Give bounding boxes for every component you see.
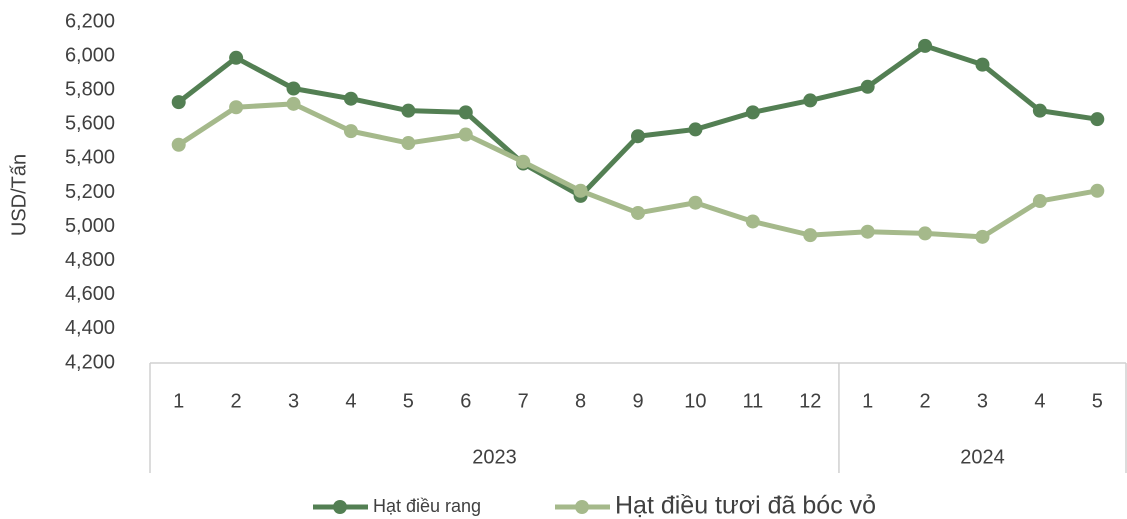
data-point: [1090, 112, 1105, 127]
legend-marker: [333, 500, 347, 514]
data-point: [401, 103, 416, 118]
x-tick-label: 2: [919, 390, 930, 412]
x-tick-label: 4: [1034, 390, 1045, 412]
x-tick-label: 1: [862, 390, 873, 412]
data-point: [573, 183, 588, 198]
legend-label: Hạt điều rang: [373, 496, 481, 516]
data-point: [860, 224, 875, 239]
data-point: [918, 38, 933, 53]
y-axis-title: USD/Tấn: [8, 154, 30, 236]
x-tick-label: 2: [231, 390, 242, 412]
data-point: [286, 96, 301, 111]
data-point: [458, 127, 473, 142]
data-point: [803, 93, 818, 108]
data-point: [458, 105, 473, 120]
x-tick-label: 6: [460, 390, 471, 412]
group-label: 2024: [960, 446, 1005, 468]
data-point: [229, 50, 244, 65]
x-tick-label: 5: [1092, 390, 1103, 412]
x-tick-label: 12: [799, 390, 821, 412]
group-label: 2023: [472, 446, 517, 468]
y-tick-label: 5,800: [65, 78, 115, 100]
data-point: [631, 129, 645, 144]
x-tick-label: 11: [742, 390, 763, 412]
y-tick-label: 4,200: [65, 351, 115, 373]
x-tick-label: 3: [288, 390, 299, 412]
y-tick-label: 5,600: [65, 113, 115, 135]
data-point: [401, 136, 416, 151]
data-point: [860, 79, 875, 94]
x-tick-label: 1: [173, 390, 184, 412]
y-tick-label: 4,800: [65, 249, 115, 271]
y-tick-label: 4,400: [65, 317, 115, 339]
data-point: [745, 105, 760, 120]
y-tick-label: 6,200: [65, 10, 115, 32]
x-tick-label: 4: [345, 390, 356, 412]
data-point: [688, 122, 703, 137]
y-tick-label: 5,400: [65, 147, 115, 169]
x-tick-label: 5: [403, 390, 414, 412]
data-point: [688, 195, 703, 210]
data-point: [975, 229, 990, 244]
data-point: [171, 137, 186, 152]
data-point: [171, 95, 186, 110]
y-tick-label: 5,000: [65, 215, 115, 237]
data-point: [1032, 194, 1047, 209]
data-point: [229, 100, 244, 115]
x-tick-label: 7: [518, 390, 529, 412]
series-line: [177, 43, 1098, 199]
data-point: [975, 57, 990, 72]
data-point: [286, 81, 301, 96]
x-tick-label: 10: [684, 390, 706, 412]
data-point: [745, 214, 760, 229]
data-point: [803, 228, 818, 243]
data-point: [1032, 103, 1047, 118]
y-tick-label: 6,000: [65, 44, 115, 66]
x-tick-label: 8: [575, 390, 586, 412]
y-tick-label: 4,600: [65, 283, 115, 305]
x-tick-label: 3: [977, 390, 988, 412]
data-point: [918, 226, 933, 241]
data-point: [516, 154, 531, 169]
legend-marker: [575, 500, 589, 514]
data-point: [631, 205, 645, 220]
legend-label: Hạt điều tươi đã bóc vỏ: [615, 492, 876, 519]
y-tick-label: 5,200: [65, 181, 115, 203]
data-point: [1090, 183, 1105, 198]
data-point: [343, 124, 358, 139]
data-point: [343, 91, 358, 106]
x-tick-label: 9: [632, 390, 643, 412]
